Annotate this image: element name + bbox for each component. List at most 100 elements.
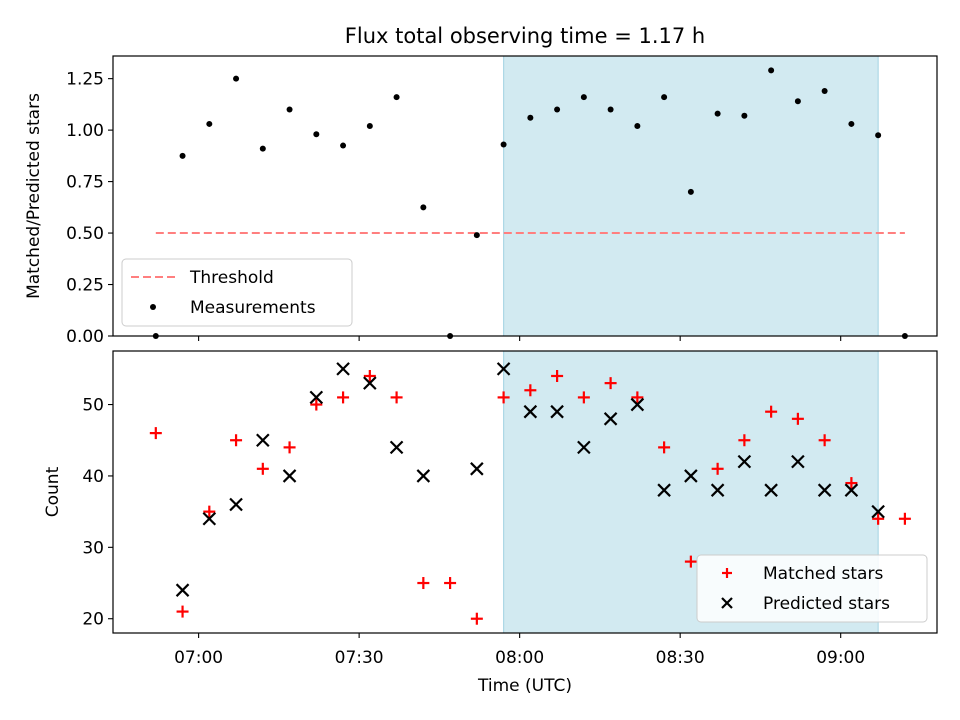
- legend-predicted-swatch-b: [721, 597, 733, 609]
- top-y-tick-label: 0.75: [66, 173, 104, 193]
- bottom-legend: Matched stars Predicted stars: [696, 554, 928, 623]
- bottom-y-tick-label: 40: [82, 467, 104, 487]
- predicted-star-point: [737, 454, 752, 469]
- matched-star-point: [577, 391, 590, 404]
- measurement-point: [768, 67, 775, 74]
- predicted-star-point: [710, 483, 725, 497]
- measurement-point: [607, 106, 614, 113]
- matched-star-point: [524, 384, 537, 397]
- predicted-star-point-b: [817, 483, 832, 497]
- top-legend-box: [121, 258, 353, 327]
- predicted-star-point: [309, 390, 324, 405]
- top-y-tick-label: 0.25: [66, 276, 104, 296]
- predicted-star-point: [630, 397, 645, 412]
- predicted-star-point: [684, 469, 698, 483]
- predicted-star-point: [256, 433, 270, 448]
- measurement-point: [580, 94, 587, 101]
- measurement-point: [340, 142, 347, 149]
- matched-star-point: [283, 441, 296, 454]
- bottom-x-tick-label: 08:30: [656, 648, 705, 668]
- measurement-point: [259, 145, 266, 152]
- measurement-point: [179, 152, 186, 159]
- bottom-legend-box: [696, 554, 928, 623]
- predicted-star-point: [496, 362, 511, 376]
- bottom-x-tick-label: 07:00: [174, 648, 223, 668]
- measurement-point: [687, 188, 694, 195]
- top-y-tick-label: 0.50: [66, 224, 104, 244]
- predicted-star-point-b: [202, 511, 217, 526]
- predicted-star-point: [764, 483, 778, 497]
- bottom-y-tick-label: 20: [82, 610, 104, 630]
- predicted-star-point-b: [577, 440, 591, 455]
- bottom-x-tick-label: 07:30: [335, 648, 384, 668]
- predicted-star-point: [657, 483, 671, 497]
- matched-star-point: [791, 412, 804, 425]
- top-plot-frame: [112, 55, 938, 337]
- predicted-star-point-b: [389, 440, 404, 455]
- matched-star-point: [658, 441, 671, 454]
- matched-star-point: [684, 555, 697, 568]
- legend-measurements-label: Measurements: [190, 298, 316, 318]
- measurement-point: [500, 141, 507, 148]
- matched-star-point: [470, 612, 483, 625]
- predicted-star-point-b: [657, 483, 671, 497]
- matched-star-point: [417, 577, 430, 590]
- predicted-star-point: [470, 462, 484, 476]
- predicted-star-point: [389, 440, 404, 455]
- predicted-star-point-b: [523, 404, 538, 419]
- predicted-star-point-b: [229, 497, 243, 512]
- matched-star-point: [738, 434, 751, 447]
- bottom-x-tick-label: 08:00: [495, 648, 544, 668]
- bottom-y-tick-label: 30: [82, 538, 104, 558]
- predicted-star-point: [871, 504, 885, 519]
- matched-star-point: [765, 405, 778, 418]
- predicted-star-point-b: [630, 397, 645, 412]
- predicted-star-point-b: [603, 412, 618, 426]
- measurement-point: [286, 106, 293, 113]
- measurement-point: [313, 131, 320, 138]
- matched-star-point: [230, 434, 243, 447]
- measurement-point: [206, 120, 213, 127]
- bottom-x-tick-label: 09:00: [816, 648, 865, 668]
- matched-star-point: [898, 512, 911, 525]
- predicted-star-point: [817, 483, 832, 497]
- measurement-point: [366, 123, 373, 129]
- predicted-star-point: [416, 469, 431, 483]
- measurement-point: [420, 204, 427, 211]
- matched-star-point: [631, 391, 644, 404]
- legend-matched-label: Matched stars: [763, 564, 883, 584]
- predicted-star-point-b: [710, 483, 725, 497]
- bottom-y-tick-label: 50: [82, 396, 104, 416]
- matched-star-point: [149, 427, 162, 440]
- predicted-star-point-b: [871, 504, 885, 519]
- measurement-point: [875, 132, 882, 139]
- legend-predicted-label: Predicted stars: [763, 594, 890, 614]
- measurement-point: [473, 232, 480, 239]
- top-y-axis-label: Matched/Predicted stars: [24, 93, 44, 299]
- matched-star-point: [551, 369, 564, 382]
- observing-window-top: [503, 56, 879, 336]
- matched-star-point: [604, 377, 617, 390]
- predicted-star-point: [577, 440, 591, 455]
- bottom-plot-frame: [112, 350, 938, 634]
- predicted-star-point-b: [470, 462, 484, 476]
- predicted-star-point-b: [256, 433, 270, 448]
- measurement-point: [233, 75, 240, 82]
- predicted-star-point-b: [336, 362, 350, 376]
- matched-star-point: [310, 398, 323, 411]
- legend-predicted-swatch: [721, 597, 733, 609]
- matched-star-point: [203, 505, 216, 518]
- measurement-point: [714, 110, 721, 117]
- predicted-star-point: [603, 412, 618, 426]
- x-axis-label: Time (UTC): [477, 676, 572, 696]
- matched-star-point: [337, 391, 350, 404]
- matched-star-point: [390, 391, 403, 404]
- measurement-point: [554, 106, 561, 113]
- measurement-point: [794, 98, 801, 105]
- predicted-star-point-b: [737, 454, 752, 469]
- matched-star-point: [363, 369, 376, 382]
- matched-star-point: [845, 477, 858, 490]
- measurement-point: [848, 120, 855, 127]
- legend-matched-swatch: [722, 568, 732, 578]
- predicted-star-point: [844, 483, 859, 497]
